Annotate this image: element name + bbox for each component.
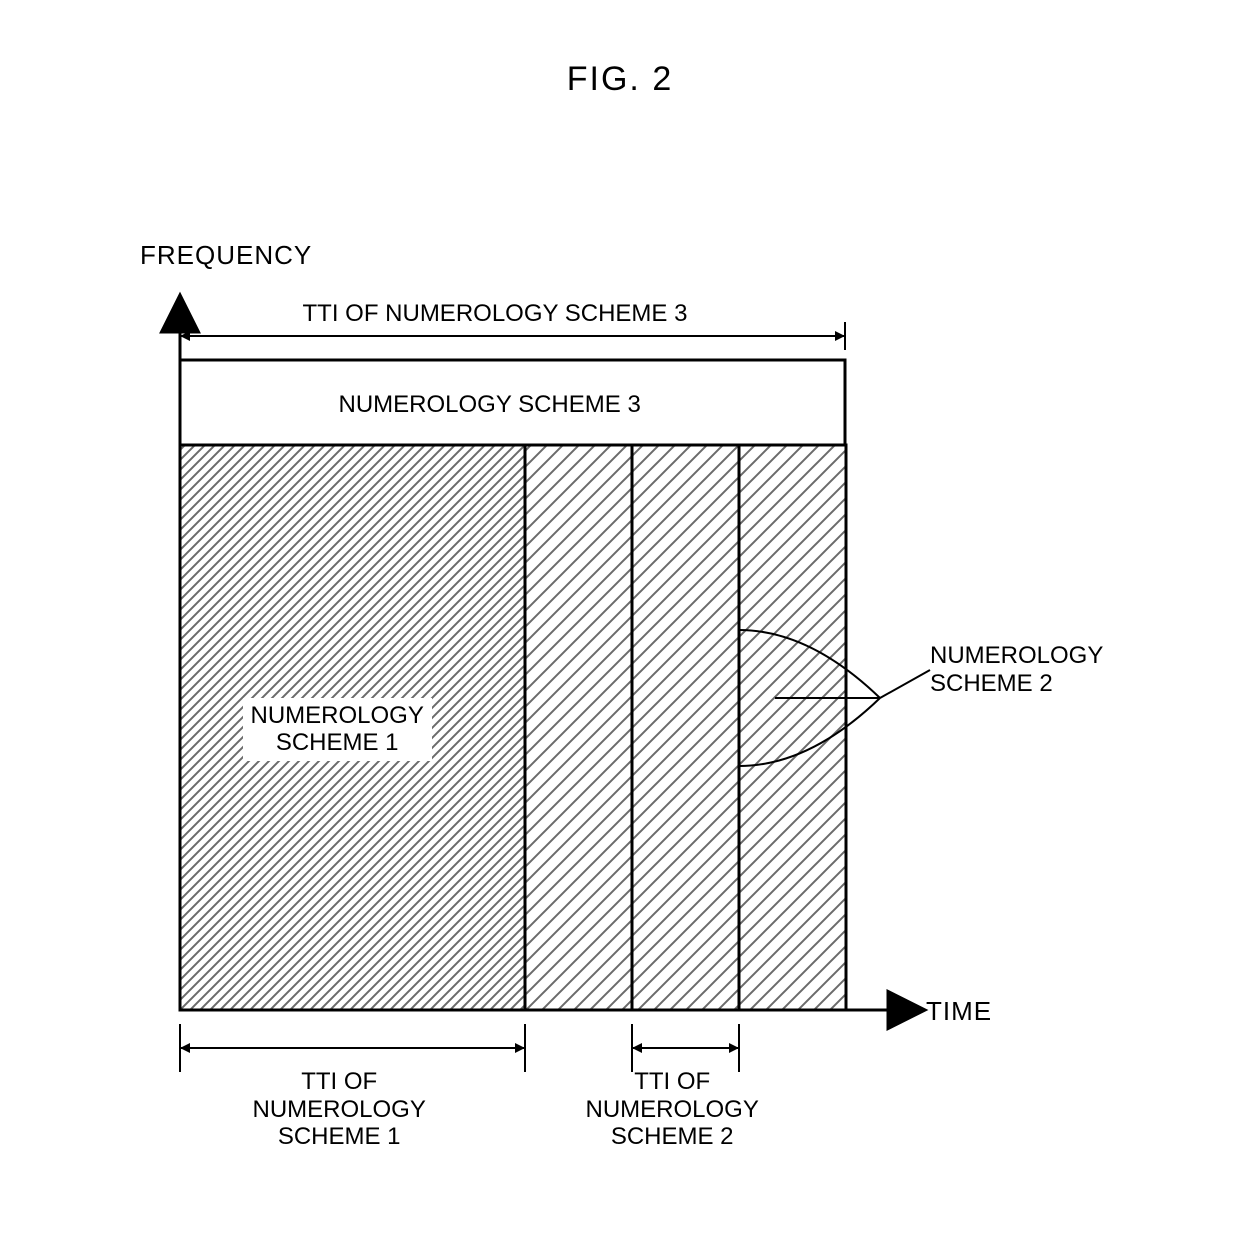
figure-container: FIG. 2 FREQUENCY TIME NUMEROLOGY SCHEME … [0, 0, 1240, 1249]
tti1-label: TTI OF NUMEROLOGY SCHEME 1 [253, 1068, 426, 1151]
diagram-svg [0, 0, 1240, 1249]
scheme1-label: NUMEROLOGY SCHEME 1 [243, 698, 432, 761]
tti3-label: TTI OF NUMEROLOGY SCHEME 3 [303, 300, 688, 328]
x-axis-label: TIME [926, 996, 992, 1027]
scheme2-label: NUMEROLOGY SCHEME 2 [930, 642, 1103, 697]
y-axis-label: FREQUENCY [140, 240, 312, 271]
scheme3-label: NUMEROLOGY SCHEME 3 [333, 389, 647, 421]
tti2-label: TTI OF NUMEROLOGY SCHEME 2 [586, 1068, 759, 1151]
